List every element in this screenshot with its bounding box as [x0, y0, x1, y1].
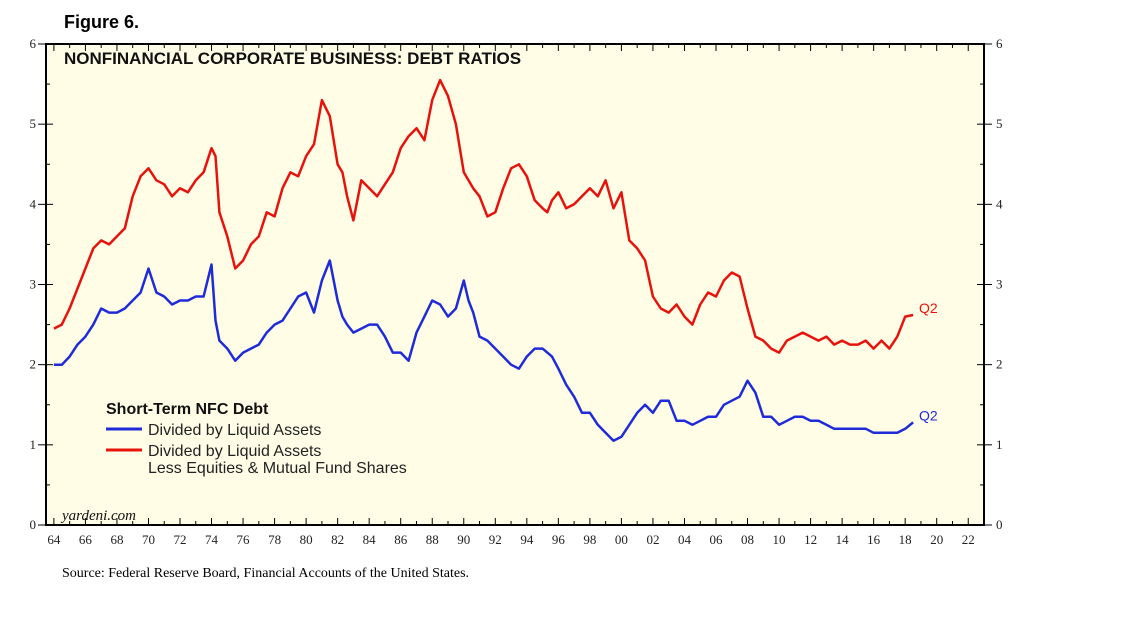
x-tick-label: 86 — [394, 532, 408, 547]
end-label-blue: Q2 — [919, 407, 938, 423]
y-tick-label-right: 1 — [996, 437, 1003, 452]
legend-label-red-line1: Divided by Liquid Assets — [148, 443, 321, 460]
y-axis-left-labels: 0 1 2 3 4 5 6 — [30, 36, 37, 532]
y-tick-label-right: 4 — [996, 196, 1003, 211]
y-tick-label-left: 2 — [30, 357, 37, 372]
x-tick-label: 16 — [867, 532, 881, 547]
x-axis-labels: 64 66 68 70 72 74 76 78 80 82 84 86 88 90 92 94 96 98 00 02… — [47, 532, 974, 547]
y-tick-label-right: 2 — [996, 357, 1003, 372]
x-tick-label: 78 — [268, 532, 281, 547]
y-axis-right-labels: 0 1 2 3 4 5 6 — [996, 36, 1003, 532]
legend-label-blue: Divided by Liquid Assets — [148, 422, 321, 439]
x-tick-label: 88 — [426, 532, 439, 547]
legend-label-red-line2: Less Equities & Mutual Fund Shares — [148, 460, 407, 477]
x-tick-label: 02 — [646, 532, 659, 547]
watermark: yardeni.com — [60, 508, 136, 524]
source-note: Source: Federal Reserve Board, Financial… — [62, 566, 470, 581]
x-tick-label: 72 — [174, 532, 187, 547]
legend: Short-Term NFC Debt Divided by Liquid As… — [106, 401, 407, 477]
y-tick-label-left: 0 — [30, 517, 37, 532]
y-tick-label-left: 6 — [30, 36, 37, 51]
x-tick-label: 64 — [47, 532, 61, 547]
chart-title: NONFINANCIAL CORPORATE BUSINESS: DEBT RA… — [64, 49, 521, 68]
x-tick-label: 68 — [110, 532, 123, 547]
y-tick-label-left: 1 — [30, 437, 37, 452]
x-tick-label: 70 — [142, 532, 155, 547]
x-tick-label: 96 — [552, 532, 566, 547]
y-tick-label-left: 5 — [30, 116, 37, 131]
x-tick-label: 14 — [836, 532, 850, 547]
series-line-red — [53, 78, 914, 354]
end-label-red: Q2 — [919, 300, 938, 316]
x-tick-label: 84 — [363, 532, 377, 547]
x-tick-label: 00 — [615, 532, 628, 547]
y-tick-label-right: 6 — [996, 36, 1003, 51]
x-tick-label: 06 — [710, 532, 724, 547]
x-tick-label: 94 — [520, 532, 534, 547]
x-tick-label: 90 — [457, 532, 470, 547]
x-tick-label: 18 — [899, 532, 912, 547]
x-tick-label: 12 — [804, 532, 817, 547]
x-tick-label: 04 — [678, 532, 692, 547]
y-tick-label-left: 3 — [30, 277, 37, 292]
series-line-blue — [53, 259, 914, 443]
y-tick-label-right: 0 — [996, 517, 1003, 532]
axis-ticks — [38, 43, 992, 526]
y-tick-label-left: 4 — [30, 196, 37, 211]
x-tick-label: 76 — [237, 532, 251, 547]
figure-label: Figure 6. — [64, 12, 140, 32]
y-tick-label-right: 5 — [996, 116, 1003, 131]
legend-title: Short-Term NFC Debt — [106, 401, 269, 418]
x-tick-label: 92 — [489, 532, 502, 547]
x-tick-label: 66 — [79, 532, 93, 547]
x-tick-label: 82 — [331, 532, 344, 547]
y-tick-label-right: 3 — [996, 277, 1003, 292]
x-tick-label: 80 — [300, 532, 313, 547]
x-tick-label: 74 — [205, 532, 219, 547]
x-tick-label: 10 — [773, 532, 786, 547]
x-tick-label: 20 — [930, 532, 943, 547]
x-tick-label: 22 — [962, 532, 975, 547]
x-tick-label: 08 — [741, 532, 754, 547]
x-tick-label: 98 — [583, 532, 596, 547]
